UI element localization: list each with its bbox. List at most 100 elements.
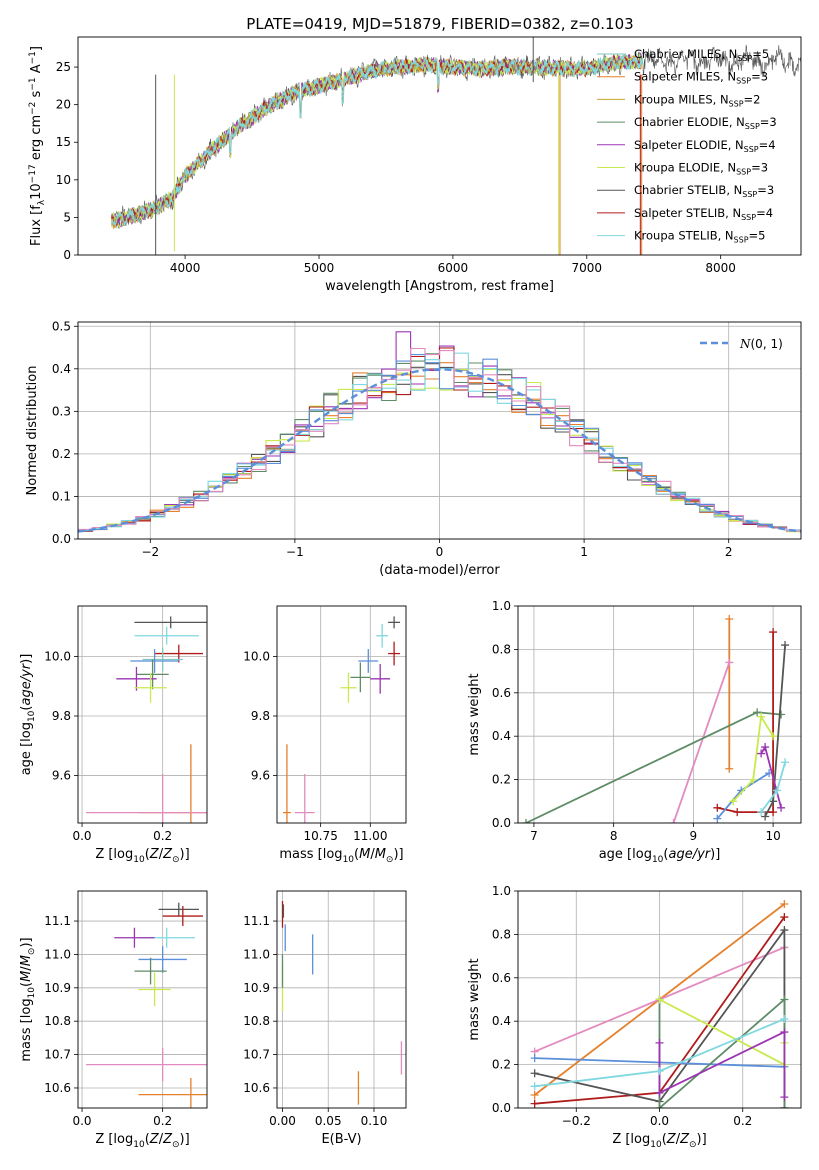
legend-name: Chabrier ELODIE, N <box>634 115 745 129</box>
plot-area <box>78 606 207 823</box>
x-tick-label: 0.05 <box>315 1114 342 1128</box>
weight-point-marker <box>781 758 790 767</box>
x-axis-label: wavelength [Angstrom, rest frame] <box>325 279 554 294</box>
y-tick-label: 5 <box>63 210 71 224</box>
label-part: 10 <box>652 855 664 865</box>
x-tick-label: 1 <box>580 545 588 559</box>
legend-sub: SSP <box>745 122 760 131</box>
x-tick-label: 0.0 <box>72 829 91 843</box>
label-part: ( <box>145 1132 150 1147</box>
label-part: −17 <box>28 164 38 183</box>
y-tick-label: 0.0 <box>52 532 71 546</box>
x-axis-label: (data-model)/error <box>379 563 500 578</box>
x-tick-label: 0 <box>436 545 444 559</box>
legend-post: =3 <box>751 161 768 175</box>
plot-area <box>277 606 406 823</box>
label-part: Z [log <box>95 1132 133 1147</box>
legend-sub: SSP <box>729 99 744 108</box>
spectrum-series-line <box>111 52 644 229</box>
label-part: −1 <box>28 77 38 90</box>
spectrum-series-line <box>111 54 643 229</box>
label-part: ⊙ <box>386 855 394 865</box>
weight-point-marker <box>530 1099 539 1108</box>
legend-sub: SSP <box>736 77 751 86</box>
y-tick-label: 11.0 <box>243 947 270 961</box>
weight-point-marker <box>729 797 738 806</box>
weight-point-marker <box>777 710 786 719</box>
x-axis-label: Z [log10(Z/Z⊙)] <box>95 1132 189 1150</box>
label-part: λ <box>37 199 47 205</box>
legend-label: Chabrier STELIB, NSSP=3 <box>634 183 774 199</box>
y-tick-label: 10.9 <box>44 981 71 995</box>
x-axis-label: age [log10(age/yr)] <box>599 847 721 865</box>
axes-frame <box>517 890 802 1109</box>
legend-label: Salpeter MILES, NSSP=3 <box>634 70 768 86</box>
legend-label: Kroupa STELIB, NSSP=5 <box>634 229 765 245</box>
label-part: ( <box>662 1132 667 1147</box>
weight-point-marker <box>725 658 734 667</box>
weight-point-marker <box>733 808 742 817</box>
legend-name: Kroupa MILES, N <box>634 92 729 106</box>
normal-reference-curve <box>78 368 801 533</box>
label-part: 10 <box>650 1140 662 1150</box>
spectrum-series-line <box>111 52 644 228</box>
x-tick-label: 11.00 <box>353 829 387 843</box>
y-tick-label: 0.5 <box>52 319 71 333</box>
y-axis-label: mass weight <box>467 673 482 755</box>
x-tick-label: 0.0 <box>72 1114 91 1128</box>
label-part: 10 <box>29 183 44 200</box>
legend-name: Kroupa ELODIE, N <box>634 161 736 175</box>
weight-point-marker <box>761 743 770 752</box>
x-axis-label: Z [log10(Z/Z⊙)] <box>95 847 189 865</box>
label-part: M <box>359 847 370 862</box>
weight-point-marker <box>780 1093 789 1102</box>
legend-sub: SSP <box>737 54 752 63</box>
y-axis-label: Normed distribution <box>25 366 40 496</box>
y-tick-label: 0.4 <box>492 729 511 743</box>
label-part: )] <box>180 1132 190 1147</box>
weight-point-marker <box>769 628 778 637</box>
weight-point-marker <box>780 995 789 1004</box>
label-part: ⊙ <box>27 948 37 956</box>
label-part: / <box>159 847 164 862</box>
weight-point-marker <box>530 1090 539 1099</box>
x-tick-label: 0.2 <box>153 829 172 843</box>
weight-point-marker <box>769 808 778 817</box>
x-tick-label: −1 <box>286 545 304 559</box>
y-tick-label: 1.0 <box>492 884 511 898</box>
label-part: 10 <box>133 1140 145 1150</box>
label-part: age/yr <box>668 847 711 862</box>
weight-point-marker <box>780 926 789 935</box>
weight-point-marker <box>780 913 789 922</box>
label-part: Z <box>679 1132 690 1147</box>
label-part: −1 <box>28 51 38 64</box>
y-tick-label: 9.6 <box>52 768 71 782</box>
label-part: 10 <box>133 855 145 865</box>
y-tick-label: 0.8 <box>492 642 511 656</box>
axes-frame <box>276 890 407 1109</box>
weight-point-marker <box>780 1028 789 1037</box>
label-part: ( <box>354 847 359 862</box>
label-part: Z <box>149 847 160 862</box>
y-tick-label: 10.6 <box>44 1081 71 1095</box>
plot-area <box>111 37 801 255</box>
y-tick-label: 10.8 <box>243 1014 270 1028</box>
panel-spectrum: 4000 5000 6000 7000 8000 0 5 10 15 20 25 wavelength… <box>28 36 802 294</box>
weight-point-marker <box>780 900 789 909</box>
axes-frame <box>77 890 208 1109</box>
label-part: Z <box>162 847 173 862</box>
label-part: ⊙ <box>172 855 180 865</box>
weight-point-marker <box>780 1015 789 1024</box>
y-tick-label: 0.1 <box>52 489 71 503</box>
label-part: Z <box>162 1132 173 1147</box>
y-tick-label: 11.0 <box>44 947 71 961</box>
label-part: )] <box>710 847 720 862</box>
label-part: s <box>29 90 44 101</box>
x-tick-label: 9 <box>690 829 698 843</box>
legend-label: Chabrier ELODIE, NSSP=3 <box>634 115 777 131</box>
y-tick-label: 11.1 <box>243 914 270 928</box>
label-part: / <box>370 847 375 862</box>
plot-area <box>277 891 406 1108</box>
axes-frame <box>77 605 208 824</box>
